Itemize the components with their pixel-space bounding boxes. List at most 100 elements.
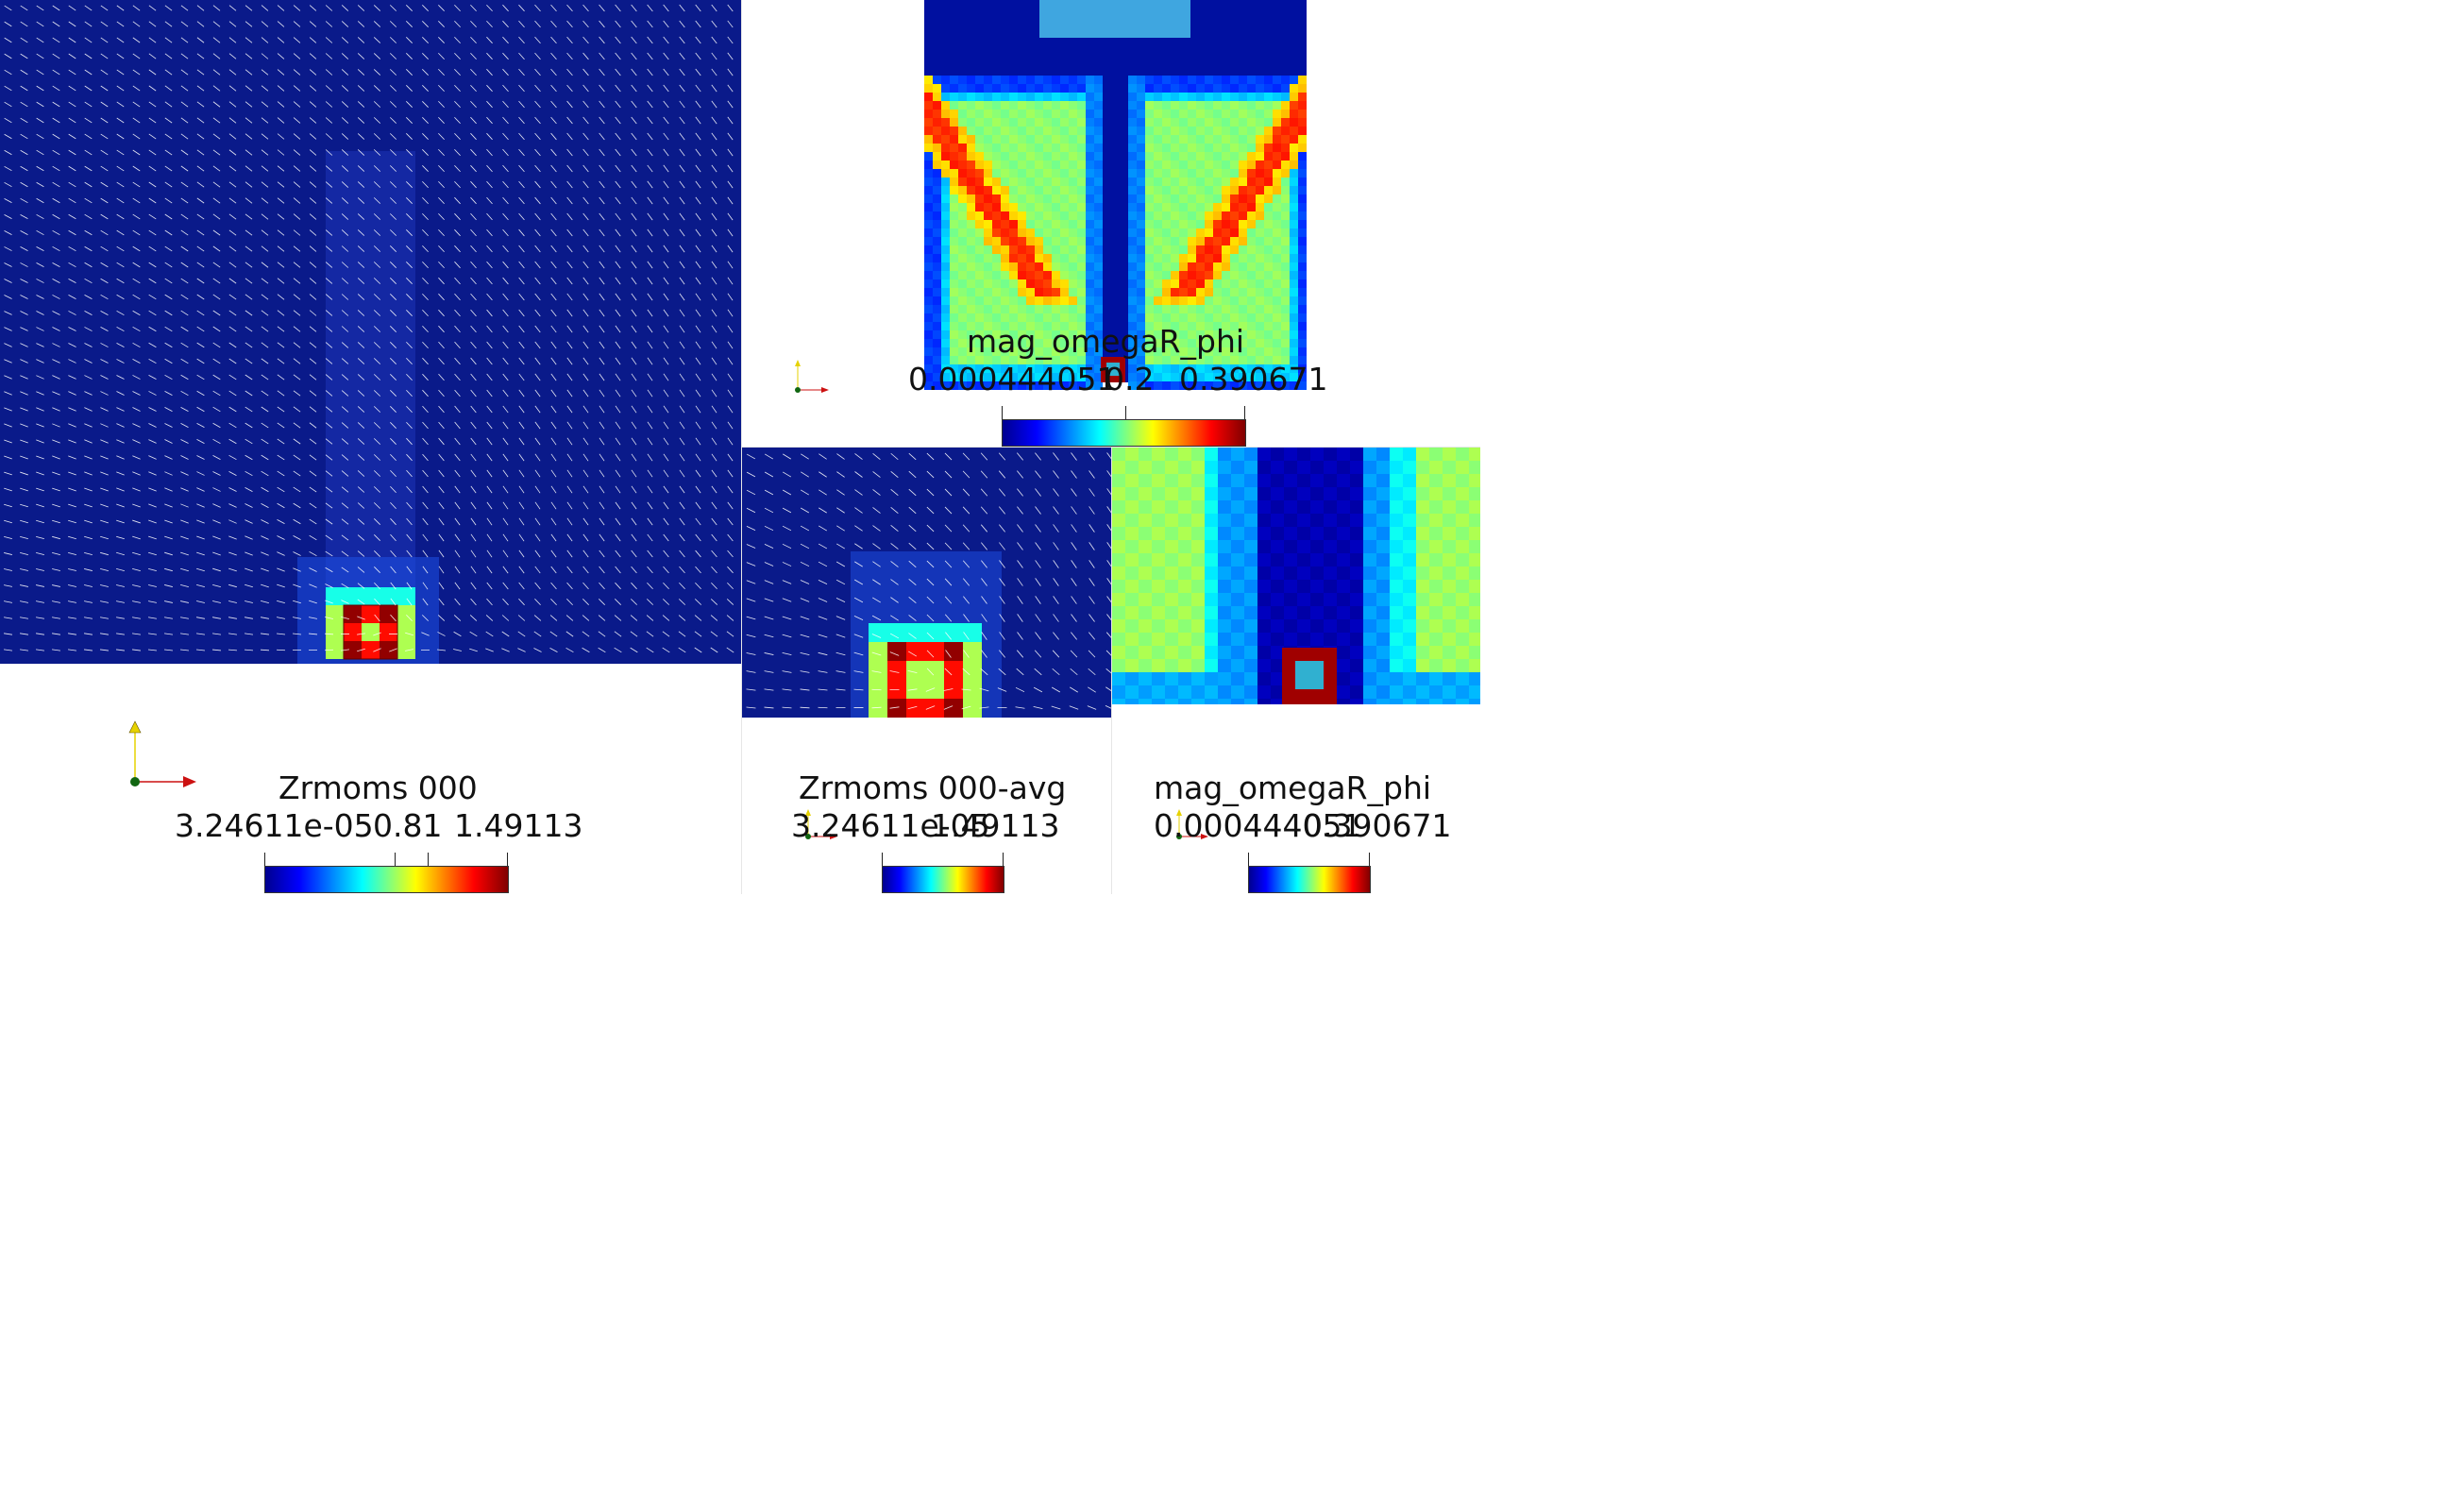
scalar-bar-zrmoms: Zrmoms 000 3.24611e-05 0.81 1.49113 (175, 769, 582, 893)
colormap-tick (428, 853, 429, 866)
legend-mid-label: 0.81 (373, 807, 443, 844)
field-cell (887, 623, 906, 642)
colormap-tick (395, 853, 396, 866)
field-cell (326, 605, 344, 623)
axes-orientation-icon (795, 360, 829, 393)
legend-min-label: 0.000444051 (908, 361, 1117, 397)
main-render-view[interactable] (0, 0, 741, 894)
legend-max-label: 1.49113 (454, 807, 583, 844)
top-right-render-view[interactable] (742, 0, 1480, 447)
field-cell (887, 680, 906, 699)
colormap-tick (1369, 853, 1370, 866)
field-cell (869, 623, 887, 642)
field-cell (380, 641, 397, 659)
field-cell (963, 623, 982, 642)
field-cell (887, 699, 906, 718)
field-cell (869, 699, 887, 718)
colormap-tick (1002, 406, 1003, 419)
field-cell (925, 642, 944, 661)
field-cell (963, 642, 982, 661)
colormap-tick (507, 853, 508, 866)
bottom-middle-render-view[interactable] (742, 448, 1111, 894)
field-cell (906, 699, 925, 718)
omega-field-plot (924, 0, 1307, 390)
field-cell (344, 587, 362, 605)
scalar-bar-omega-bottom: mag_omegaR_phi 0.000444051 0.390671 (1154, 769, 1479, 893)
field-cell (380, 605, 397, 623)
field-cell (397, 605, 415, 623)
colormap-tick (264, 853, 265, 866)
plume-band (326, 151, 415, 595)
axes-orientation-icon (805, 809, 837, 839)
colormap-bar (882, 866, 1004, 893)
legend-mid-label: 0.2 (1105, 361, 1155, 397)
colormap-tick (1244, 406, 1245, 419)
field-cell (326, 641, 344, 659)
field-cell (344, 641, 362, 659)
field-cell (397, 623, 415, 641)
legend-title: mag_omegaR_phi (967, 323, 1245, 360)
field-cell (326, 623, 344, 641)
field-cell (397, 641, 415, 659)
colormap-tick (1003, 853, 1004, 866)
field-cell (869, 642, 887, 661)
field-cell (380, 587, 397, 605)
field-cell (963, 699, 982, 718)
field-cell (944, 699, 963, 718)
field-cell (963, 661, 982, 680)
vector-field-zoom-plot (742, 448, 1111, 718)
field-cell (397, 587, 415, 605)
field-cell (887, 661, 906, 680)
field-cell (380, 623, 397, 641)
scalar-bar-zrmoms-avg: Zrmoms 000-avg 3.24611e-05 1.49113 (791, 769, 1074, 893)
colormap-bar (264, 866, 509, 893)
axes-orientation-icon (1176, 809, 1208, 839)
field-cell (944, 642, 963, 661)
field-cell (362, 587, 380, 605)
field-cell (887, 642, 906, 661)
axes-orientation-icon (128, 720, 196, 787)
view-divider (1111, 447, 1112, 894)
field-cell (869, 680, 887, 699)
field-cell (925, 699, 944, 718)
source-core (1295, 661, 1324, 689)
legend-max-label: 1.49113 (931, 807, 1060, 844)
field-cell (869, 661, 887, 680)
legend-min-label: 3.24611e-05 (791, 807, 990, 844)
colormap-bar (1002, 419, 1246, 447)
field-cell (362, 623, 380, 641)
field-cell (326, 587, 344, 605)
field-cell (344, 623, 362, 641)
field-cell (362, 641, 380, 659)
view-divider (741, 0, 742, 894)
legend-max-label: 0.390671 (1179, 361, 1328, 397)
vector-glyphs (3, 4, 734, 653)
colormap-bar (1248, 866, 1371, 893)
legend-min-label: 3.24611e-05 (175, 807, 374, 844)
source-outline (343, 604, 398, 660)
field-cell (963, 680, 982, 699)
legend-title: Zrmoms 000-avg (799, 769, 1067, 806)
field-cell (906, 661, 925, 680)
bottom-right-render-view[interactable] (1112, 448, 1480, 894)
scalar-bar-omega-top: mag_omegaR_phi 0.000444051 0.2 0.390671 (908, 323, 1327, 447)
field-cell (925, 623, 944, 642)
colormap-tick (1125, 406, 1126, 419)
legend-min-label: 0.000444051 (1154, 807, 1362, 844)
field-cell (944, 623, 963, 642)
field-cell (906, 623, 925, 642)
legend-title: mag_omegaR_phi (1154, 769, 1432, 806)
field-cell (362, 605, 380, 623)
legend-max-label: 0.390671 (1303, 807, 1452, 844)
field-cell (925, 680, 944, 699)
legend-title: Zrmoms 000 (278, 769, 478, 806)
vector-field-plot (0, 0, 741, 664)
field-cell (944, 680, 963, 699)
colormap-tick (882, 853, 883, 866)
omega-field-zoom-plot (1112, 448, 1480, 704)
field-cell (925, 661, 944, 680)
field-cell (906, 642, 925, 661)
view-divider (741, 447, 1480, 448)
field-cell (344, 605, 362, 623)
vector-glyphs (746, 452, 1111, 710)
